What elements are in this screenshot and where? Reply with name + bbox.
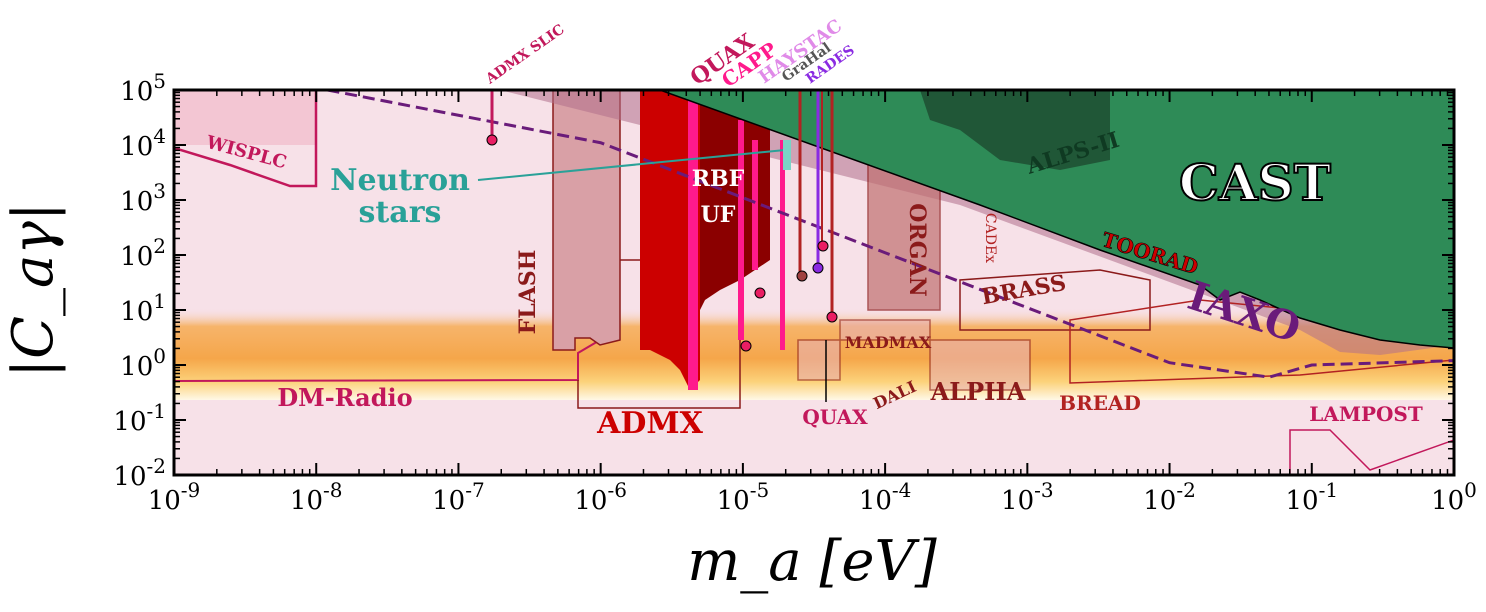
madmax-label: MADMAX [845, 333, 932, 352]
y-tick-label: 101 [120, 289, 166, 327]
rades-point [812, 262, 824, 274]
neutron-stars-pointer [477, 149, 786, 181]
cast-label: CAST [1179, 153, 1331, 212]
flash-region [552, 90, 621, 351]
axis-tick-labels: 10-9 10-8 10-7 10-6 10-5 10-4 10-3 10-2 10-1 100 1… [113, 69, 1476, 516]
uf-label: UF [701, 202, 736, 228]
y-tick-label: 100 [120, 344, 166, 382]
y-tick-label: 103 [120, 179, 166, 217]
grahal-point [817, 240, 829, 252]
lampost-label: LAMPOST [1309, 402, 1423, 426]
admx-slic-point [486, 134, 498, 146]
x-tick-label: 10-5 [717, 478, 770, 516]
neutron-stars-label-2: stars [359, 195, 442, 230]
quax-point [826, 311, 838, 323]
x-tick-label: 10-8 [290, 478, 343, 516]
y-tick-label: 102 [120, 234, 166, 272]
wisplc-outline [174, 90, 318, 188]
admx-label: ADMX [596, 406, 704, 441]
alpha-label: ALPHA [930, 377, 1026, 406]
capp-strip-2 [752, 140, 758, 270]
madmax-region [797, 319, 1031, 391]
iaxo-dashed-line [327, 90, 1454, 379]
x-tick-label: 10-1 [1285, 478, 1338, 516]
alps-ii-region [920, 90, 1110, 170]
x-tick-label: 10-4 [859, 478, 912, 516]
cast-region [659, 90, 1454, 349]
haystac-point [754, 287, 766, 299]
plot-layers [174, 90, 1454, 475]
neutron-stars-label-1: Neutron [330, 163, 470, 198]
admx-region [640, 90, 700, 390]
wisplc-region [174, 90, 316, 145]
rbf-label: RBF [692, 166, 745, 192]
plot-frame [172, 88, 1456, 477]
brass-region [959, 269, 1151, 331]
x-tick-label: 10-3 [1001, 478, 1054, 516]
bread-label: BREAD [1059, 391, 1141, 415]
y-tick-label: 105 [120, 69, 166, 107]
neutron-stars-region [783, 140, 791, 170]
dm-radio-label: DM-Radio [277, 383, 412, 412]
capp-strip-3 [780, 140, 785, 350]
y-tick-label: 10-2 [113, 454, 166, 492]
y-tick-label: 104 [120, 124, 166, 162]
capp-strip [738, 120, 744, 340]
x-tick-label: 10-9 [148, 478, 201, 516]
x-tick-label: 10-6 [574, 478, 627, 516]
admx-slic-label: ADMX SLIC [482, 21, 567, 87]
y-tick-label: 10-1 [113, 399, 166, 437]
flash-label: FLASH [515, 250, 541, 335]
capp-point [796, 270, 808, 282]
organ-label: ORGAN [904, 203, 930, 296]
capp-low-point [740, 340, 752, 352]
haystac-strip [688, 100, 698, 390]
x-tick-label: 10-7 [432, 478, 485, 516]
axis-ticks [173, 89, 1455, 476]
quax-bottom-label: QUAX [802, 405, 868, 429]
x-axis-label: m_a [eV] [687, 529, 937, 594]
cadex-label: CADEx [982, 213, 998, 263]
x-tick-label: 100 [1431, 478, 1477, 516]
x-tick-label: 10-2 [1143, 478, 1196, 516]
y-axis-label: |C_aγ| [1, 202, 66, 377]
lampost-region [1289, 429, 1454, 475]
